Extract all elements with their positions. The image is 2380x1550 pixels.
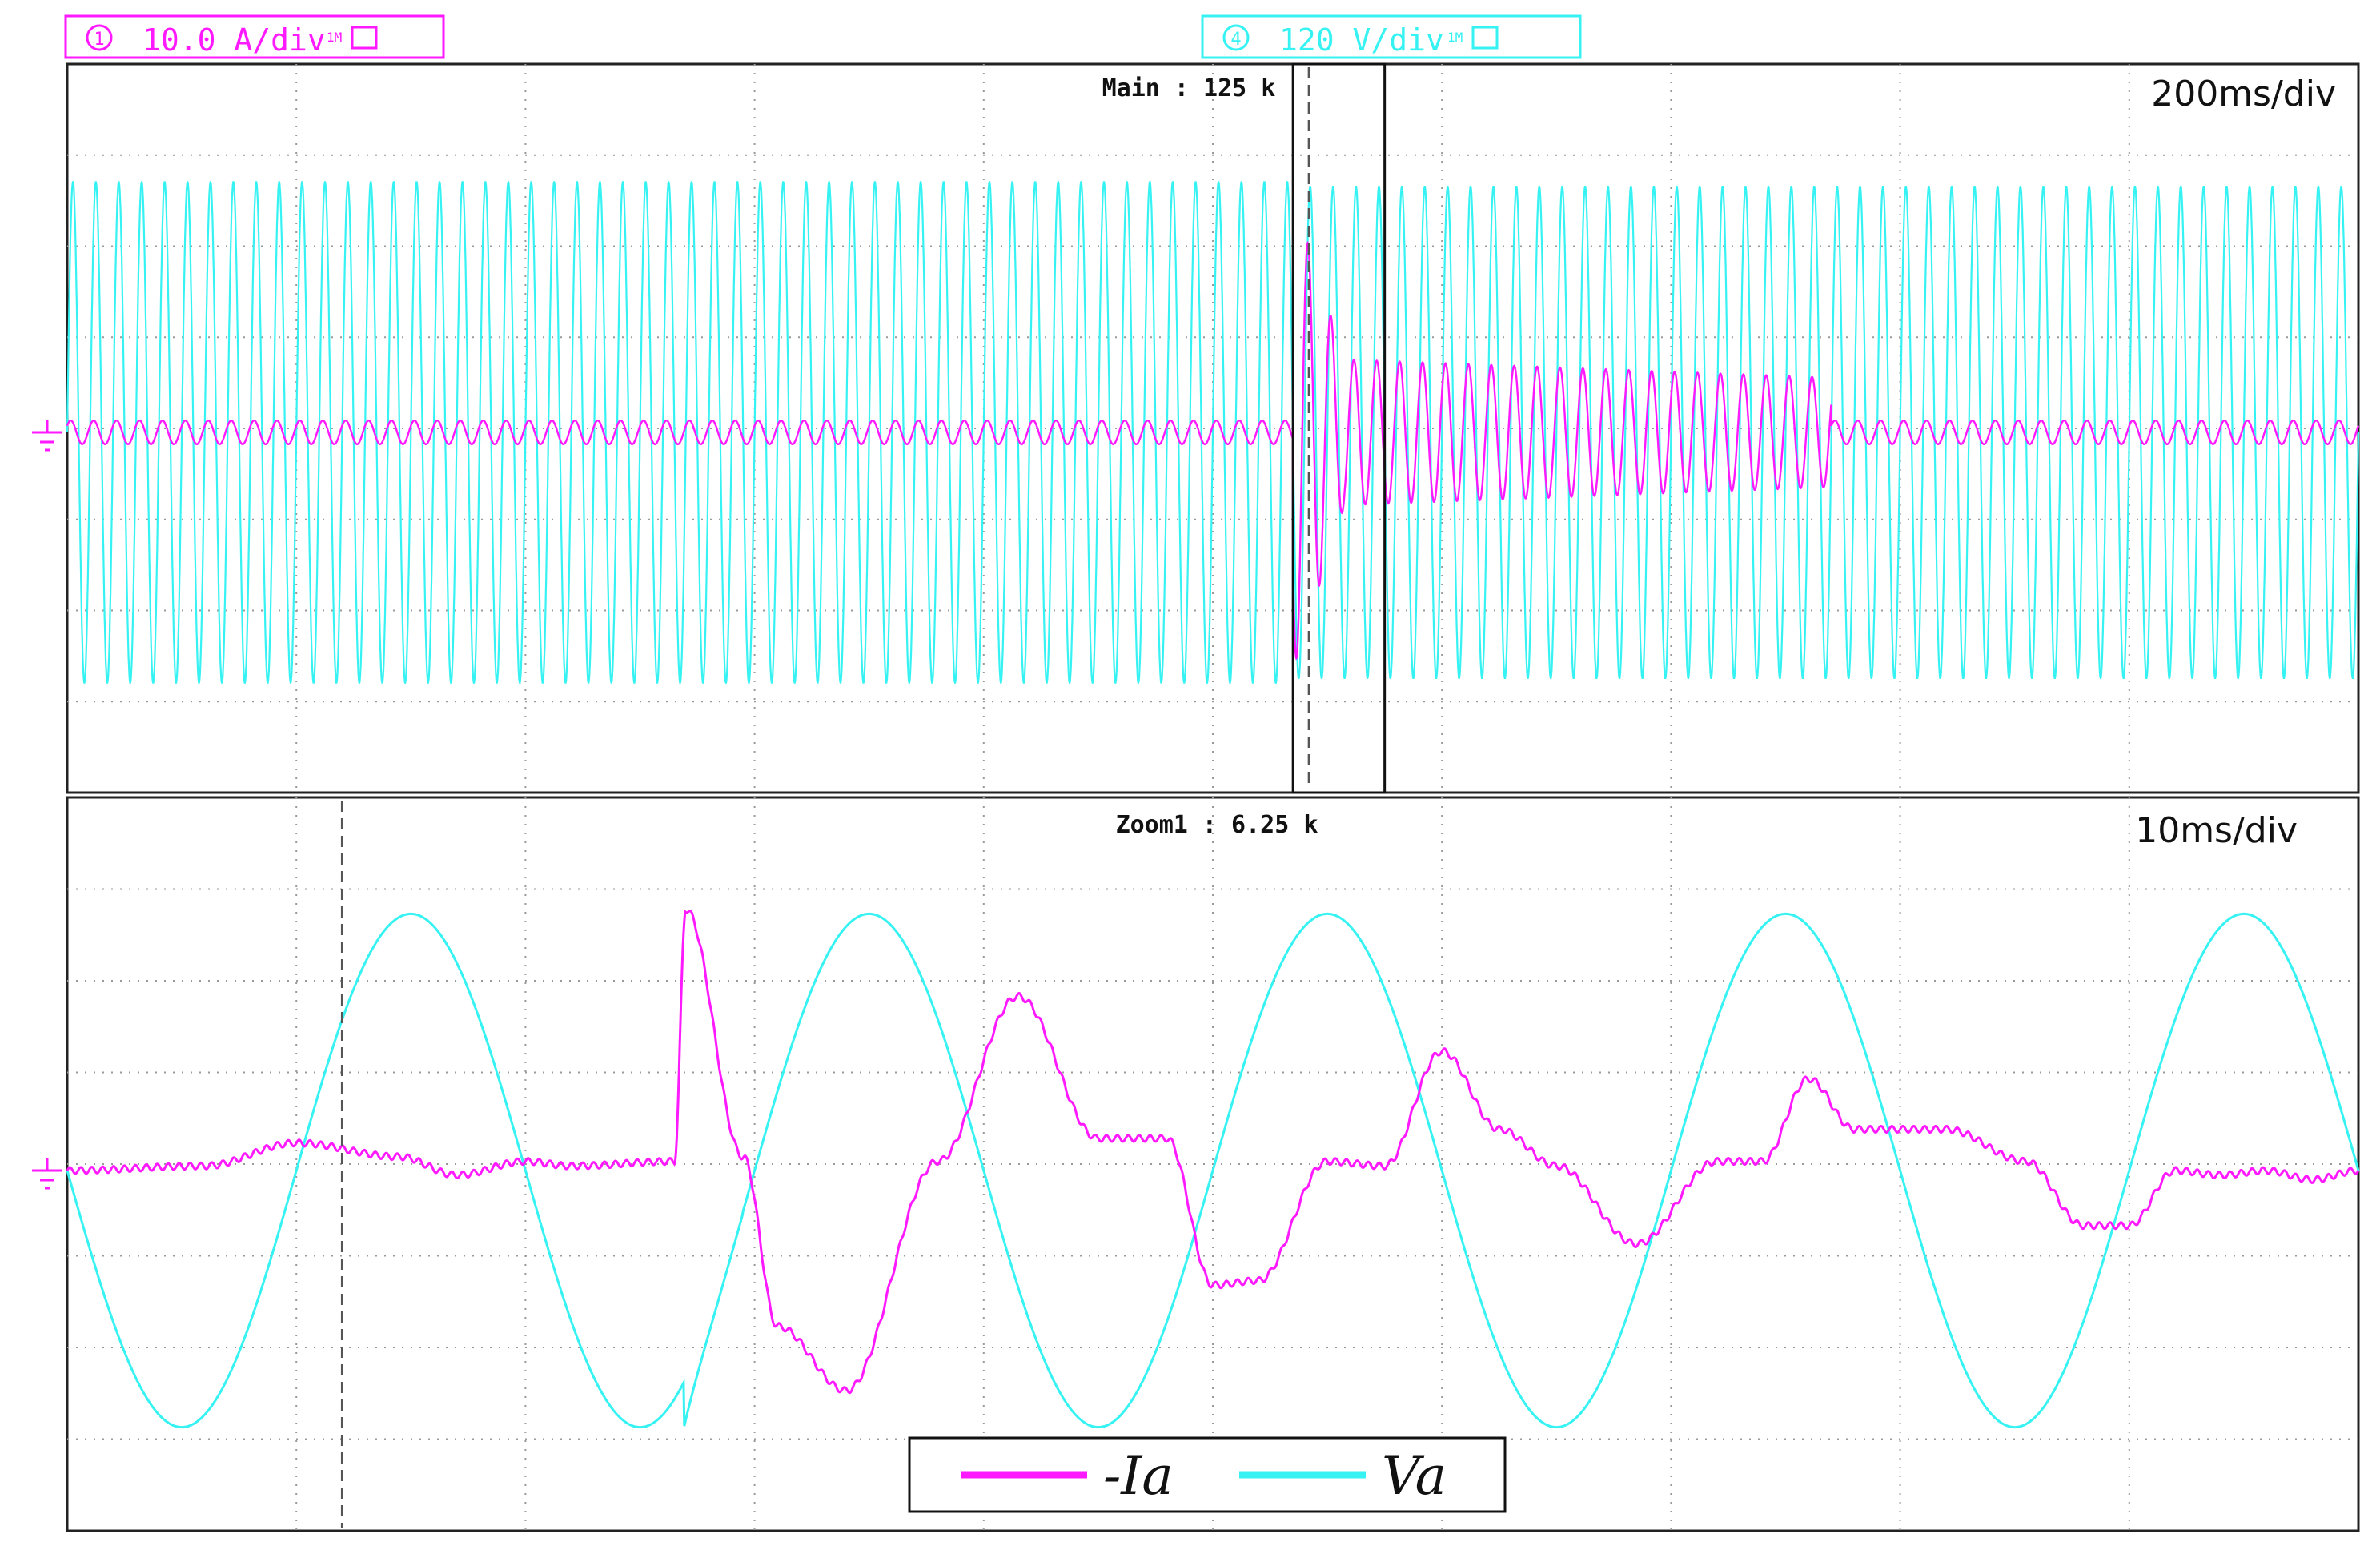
legend-label-voltage: Va (1382, 1445, 1447, 1507)
ch4-number: 4 (1230, 30, 1241, 50)
main-current-trace (66, 240, 2360, 661)
ch4-badge: 1M (1447, 30, 1463, 45)
ch1-scale: 10.0 A/div (142, 22, 326, 58)
ch1-indicator[interactable]: 1 10.0 A/div 1M (64, 14, 445, 59)
ch1-number: 1 (94, 30, 104, 50)
legend: -Ia Va (908, 1436, 1507, 1513)
ch1-bandwidth-icon (351, 26, 378, 50)
legend-label-current: -Ia (1103, 1445, 1174, 1507)
main-panel-label: Main : 125 k (1102, 74, 1276, 102)
zoom-current-trace (66, 909, 2360, 1395)
main-ground-marker-icon (32, 420, 62, 452)
zoom-timebase: 10ms/div (2135, 810, 2298, 851)
ch1-badge: 1M (327, 30, 342, 45)
zoom-panel-grid (66, 796, 2360, 1532)
ch1-number-icon (86, 24, 113, 51)
main-panel-traces (66, 181, 2360, 684)
zoom-panel-label: Zoom1 : 6.25 k (1116, 811, 1318, 839)
ch4-indicator[interactable]: 4 120 V/div 1M (1201, 14, 1582, 59)
zoom-window-box (1291, 62, 1387, 794)
zoom-ground-marker-icon (32, 1158, 62, 1190)
zoom-panel-traces (66, 909, 2360, 1429)
main-timebase: 200ms/div (2151, 74, 2336, 114)
ch4-number-icon (1222, 24, 1250, 51)
zoom-voltage-trace (66, 912, 2360, 1429)
overlays (340, 62, 1387, 1528)
main-voltage-trace (66, 181, 2360, 684)
ch4-bandwidth-icon (1471, 26, 1499, 50)
ch4-scale: 120 V/div (1279, 22, 1444, 58)
